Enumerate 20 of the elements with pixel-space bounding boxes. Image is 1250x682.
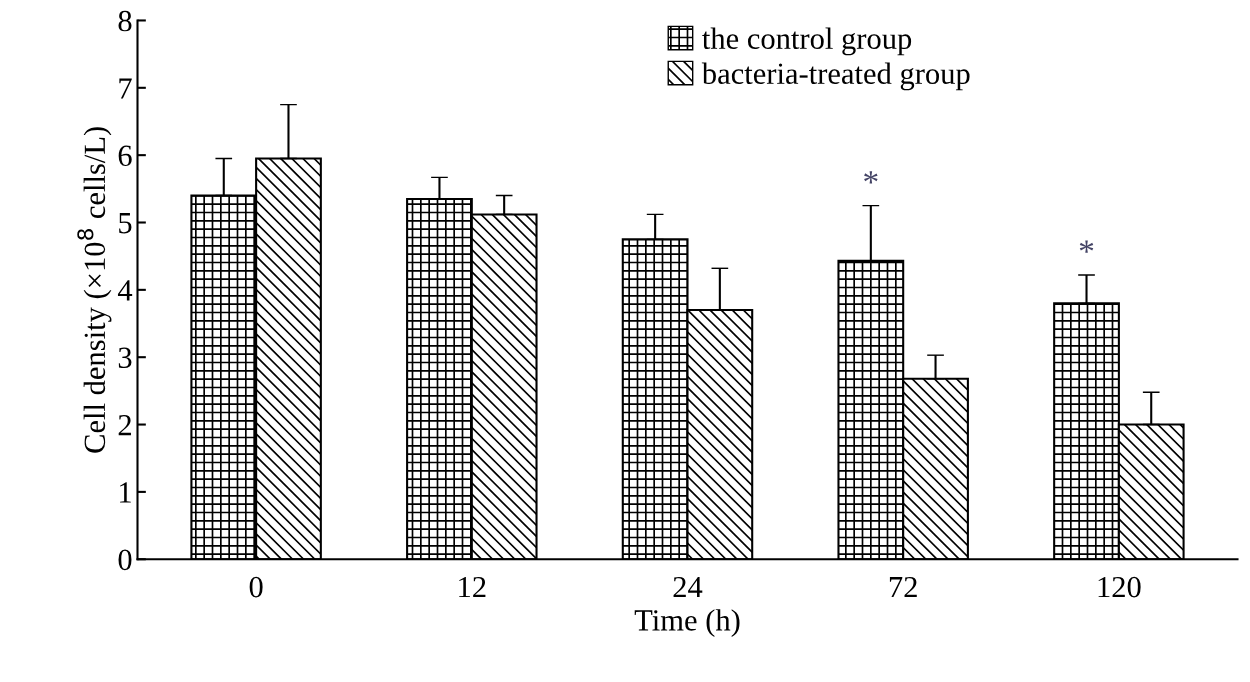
annotation: * [864,171,878,184]
y-axis-title: Cell density (×10$^{8}$ cells/L) [77,127,112,453]
y-tick-label: 0 [118,549,132,571]
y-tick-label: 4 [117,280,133,301]
legend-label: the control group [702,27,912,56]
x-tick-label: 72 [889,576,917,598]
x-tick-label: 12 [459,576,486,598]
y-tick-label: 3 [118,347,132,369]
y-tick-label: 7 [119,78,132,99]
y-tick-label: 8 [118,10,132,32]
y-tick-label: 5 [119,213,132,234]
x-tick-label: 24 [673,576,703,598]
y-tick-label: 6 [118,145,132,167]
y-tick-label: 1 [120,482,131,503]
x-tick-label: 0 [249,576,263,598]
x-axis-title: Time (h) [634,609,740,637]
legend-label: bacteria-treated group [701,62,970,91]
annotation: * [1079,240,1094,253]
y-tick-label: 2 [118,414,131,436]
x-tick-label: 120 [1098,576,1141,598]
